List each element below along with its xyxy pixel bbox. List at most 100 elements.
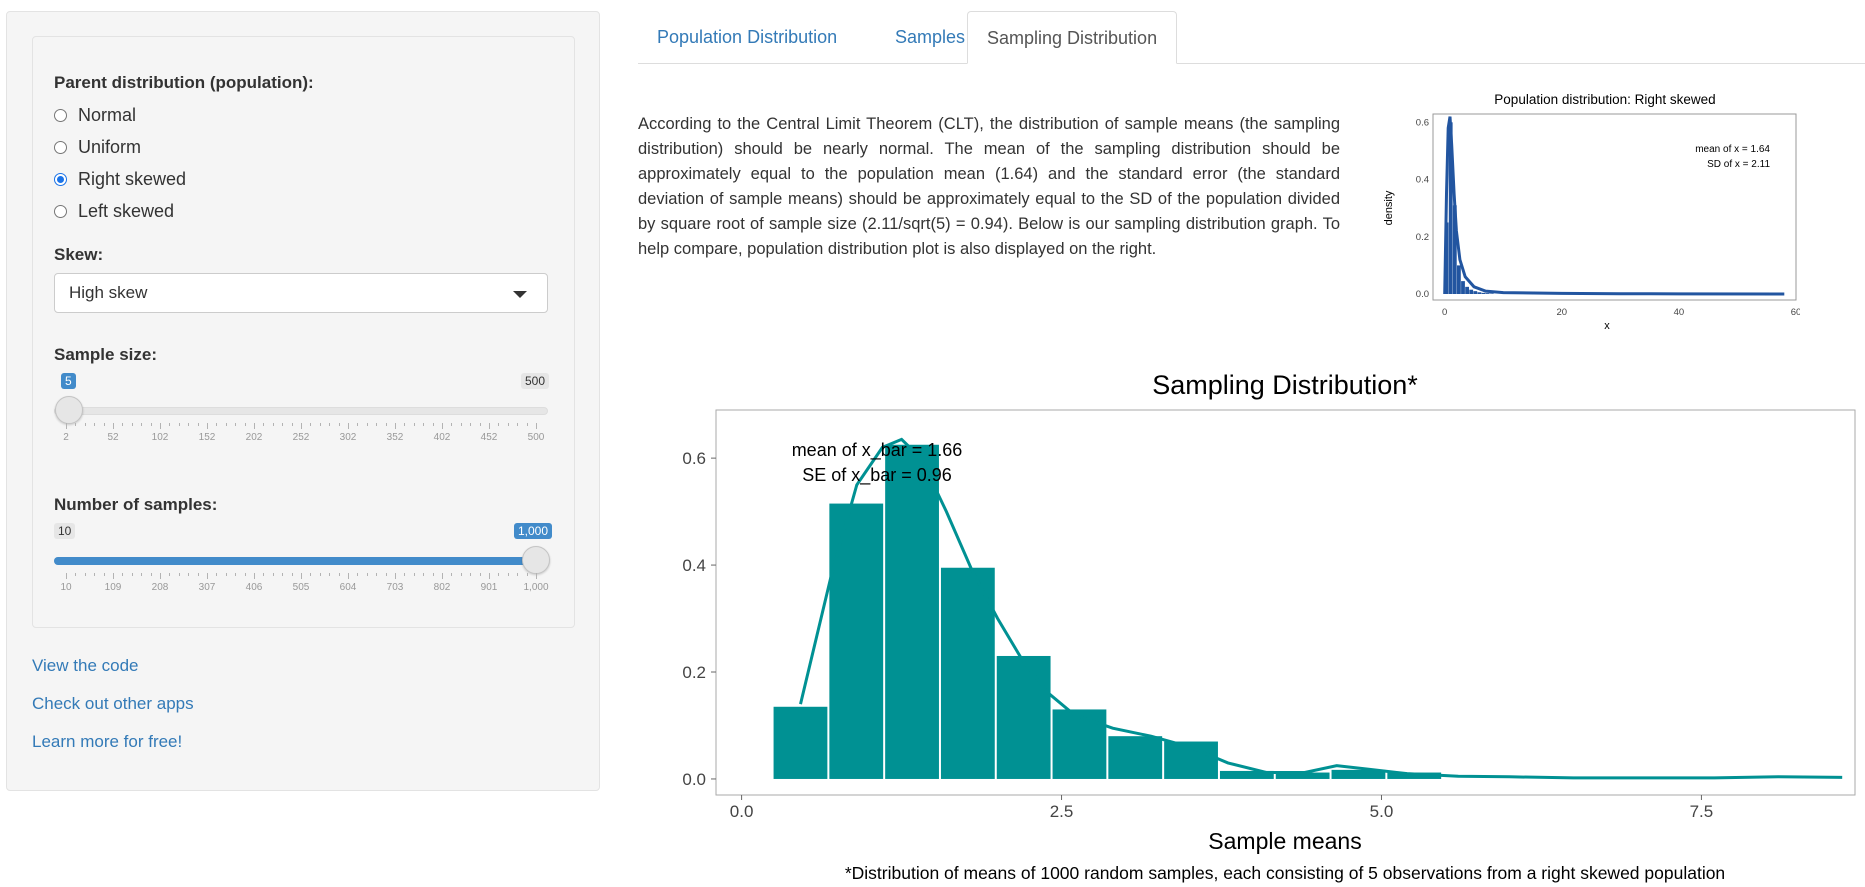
slider-minor-tick (150, 573, 152, 576)
radio-right-skewed[interactable]: Right skewed (54, 169, 186, 190)
sampling-distribution-chart: Sampling Distribution* 0.0 2.5 5.0 7.50.00.… (682, 370, 1856, 883)
se-annotation: SE of x_bar = 0.96 (802, 465, 952, 486)
histogram-bar (773, 706, 828, 779)
histogram-bar (1219, 770, 1274, 779)
slider-tick-label: 901 (480, 582, 498, 593)
slider-tick-label: 802 (433, 582, 451, 593)
slider-tick-label: 604 (339, 582, 357, 593)
slider-track[interactable] (54, 407, 548, 415)
slider-tick-label: 352 (386, 432, 404, 443)
slider-major-tick (160, 573, 161, 579)
x-tick-label: 0 (1442, 307, 1447, 318)
slider-minor-tick (84, 423, 86, 426)
radio-normal[interactable]: Normal (54, 105, 136, 126)
x-tick-label: 20 (1557, 307, 1568, 318)
slider-minor-tick (75, 423, 77, 426)
histogram-bar (1331, 769, 1386, 779)
plot-panel (1432, 113, 1797, 301)
slider-minor-tick (498, 573, 500, 576)
slider-max-tag: 500 (521, 373, 550, 389)
slider-minor-tick (94, 423, 96, 426)
plot-panel (715, 409, 1856, 796)
histogram-bar (885, 444, 939, 779)
skew-select-value: High skew (69, 283, 148, 302)
slider-minor-tick (169, 423, 171, 426)
radio-circle-selected[interactable] (54, 173, 67, 186)
slider-minor-tick (225, 573, 227, 576)
skew-select[interactable]: High skew (54, 273, 548, 313)
tab-samples[interactable]: Samples (895, 27, 966, 47)
slider-major-tick (207, 573, 208, 579)
slider-minor-tick (178, 573, 180, 576)
parent-distribution-label: Parent distribution (population): (54, 73, 314, 92)
slider-tick-label: 152 (198, 432, 216, 443)
slider-major-tick (489, 423, 490, 429)
slider-minor-tick (319, 423, 321, 426)
slider-major-tick (254, 423, 255, 429)
histogram-bar (829, 503, 884, 779)
slider-ticks: 10 109 208 307 406 505 604 703 802 901 1,000 (54, 573, 549, 603)
slider-minor-tick (366, 573, 368, 576)
slider-major-tick (395, 573, 396, 579)
radio-circle[interactable] (54, 109, 67, 122)
slider-minor-tick (197, 573, 199, 576)
y-axis-label: density (1383, 190, 1395, 225)
other-apps-link[interactable]: Check out other apps (32, 694, 194, 713)
histogram-bar (940, 567, 995, 779)
slider-major-tick (395, 423, 396, 429)
radio-uniform[interactable]: Uniform (54, 137, 141, 158)
y-tick-label: 0.2 (682, 663, 706, 682)
slider-minor-tick (357, 423, 359, 426)
x-tick-label: 2.5 (1050, 802, 1074, 821)
histogram-bar (1052, 709, 1107, 779)
view-code-link[interactable]: View the code (32, 656, 139, 675)
slider-minor-tick (103, 423, 105, 426)
slider-minor-tick (263, 573, 265, 576)
slider-minor-tick (169, 573, 171, 576)
slider-minor-tick (122, 573, 124, 576)
slider-tick-label: 703 (386, 582, 404, 593)
slider-handle[interactable] (54, 396, 83, 424)
histogram-bar (1452, 205, 1457, 294)
slider-tick-label: 307 (198, 582, 216, 593)
chart-title: Sampling Distribution* (1152, 370, 1418, 400)
x-axis-label: Sample means (1208, 828, 1361, 854)
slider-minor-tick (423, 423, 425, 426)
histogram-bar (1473, 291, 1478, 294)
x-tick-label: 40 (1674, 307, 1685, 318)
radio-left-skewed[interactable]: Left skewed (54, 201, 174, 222)
slider-minor-tick (141, 573, 143, 576)
slider-handle[interactable] (522, 546, 550, 574)
slider-value-tag: 1,000 (514, 523, 553, 539)
slider-major-tick (536, 573, 537, 579)
slider-minor-tick (526, 573, 528, 576)
sd-annotation: SD of x = 2.11 (1707, 159, 1770, 170)
radio-label: Left skewed (78, 201, 175, 221)
x-tick-label: 5.0 (1370, 802, 1394, 821)
radio-circle[interactable] (54, 141, 67, 154)
radio-circle[interactable] (54, 205, 67, 218)
histogram-bar (1477, 292, 1482, 294)
slider-minor-tick (479, 573, 481, 576)
mean-annotation: mean of x = 1.64 (1695, 144, 1770, 155)
slider-minor-tick (178, 423, 180, 426)
slider-minor-tick (451, 573, 453, 576)
slider-tick-label: 202 (245, 432, 263, 443)
slider-minor-tick (460, 573, 462, 576)
slider-minor-tick (366, 423, 368, 426)
tab-population-distribution[interactable]: Population Distribution (657, 27, 838, 47)
tab-sampling-distribution[interactable]: Sampling Distribution (967, 11, 1178, 64)
y-tick-label: 0.0 (1416, 289, 1429, 300)
slider-minor-tick (197, 423, 199, 426)
slider-minor-tick (216, 423, 218, 426)
slider-tick-label: 252 (292, 432, 310, 443)
learn-more-link[interactable]: Learn more for free! (32, 732, 183, 751)
histogram-bar (1485, 293, 1490, 294)
density-curve (799, 437, 1843, 780)
slider-minor-tick (225, 423, 227, 426)
footnote: *Distribution of means of 1000 random sa… (845, 863, 1725, 883)
slider-minor-tick (517, 423, 519, 426)
slider-minor-tick (272, 423, 274, 426)
slider-minor-tick (385, 423, 387, 426)
y-tick-label: 0.6 (682, 449, 706, 468)
